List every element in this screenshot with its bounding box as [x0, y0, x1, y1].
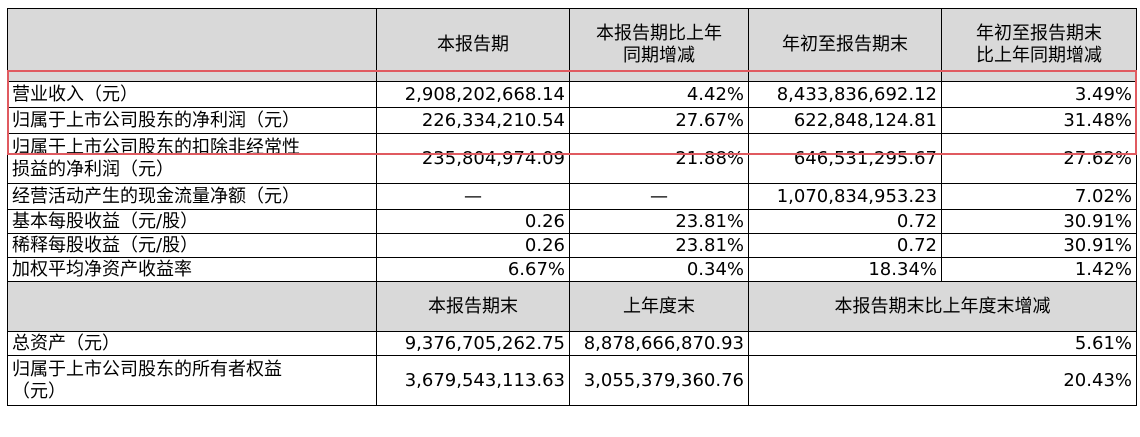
table-cell: 8,433,836,692.12 [748, 81, 942, 108]
table-cell: 0.34% [569, 257, 749, 282]
row-label: 基本每股收益（元/股） [7, 209, 377, 234]
header2-change: 本报告期末比上年度末增减 [748, 281, 1137, 332]
table-row: 稀释每股收益（元/股） 0.26 23.81% 0.72 30.91% [7, 233, 1137, 258]
row-label: 经营活动产生的现金流量净额（元） [7, 183, 377, 210]
table-cell: 27.62% [941, 133, 1137, 184]
row-label-line2: 损益的净利润（元） [12, 158, 174, 180]
table-row: 总资产（元） 9,376,705,262.75 8,878,666,870.93… [7, 331, 1137, 356]
table-cell: 2,908,202,668.14 [376, 81, 570, 108]
table-row: 营业收入（元） 2,908,202,668.14 4.42% 8,433,836… [7, 81, 1137, 108]
table-cell: 622,848,124.81 [748, 107, 942, 134]
table-cell: 1.42% [941, 257, 1137, 282]
table-cell-dash: — [569, 183, 749, 210]
table-cell: 31.48% [941, 107, 1137, 134]
header-year-to-date-yoy-line2: 比上年同期增减 [976, 45, 1102, 66]
table-cell: 235,804,974.09 [376, 133, 570, 184]
table-cell: 1,070,834,953.23 [748, 183, 942, 210]
financial-table-container: 本报告期 本报告期比上年 同期增减 年初至报告期末 年初至报告期末 比上年同期增减 … [7, 8, 1137, 406]
table-row: 归属于上市公司股东的净利润（元） 226,334,210.54 27.67% 6… [7, 107, 1137, 134]
table-cell: 8,878,666,870.93 [569, 331, 749, 356]
table-cell: 23.81% [569, 233, 749, 258]
header-current-period-yoy-line2: 同期增减 [623, 45, 695, 66]
table-cell: 30.91% [941, 233, 1137, 258]
table-row: 加权平均净资产收益率 6.67% 0.34% 18.34% 1.42% [7, 257, 1137, 282]
table-cell: 3.49% [941, 81, 1137, 108]
header-row-2: 本报告期末 上年度末 本报告期末比上年度末增减 [7, 281, 1137, 332]
table-cell: 30.91% [941, 209, 1137, 234]
table-cell: 226,334,210.54 [376, 107, 570, 134]
table-cell: 21.88% [569, 133, 749, 184]
table-cell: 4.42% [569, 81, 749, 108]
table-cell: 23.81% [569, 209, 749, 234]
table-cell: 20.43% [748, 355, 1137, 406]
row-label: 营业收入（元） [7, 81, 377, 108]
table-cell: 6.67% [376, 257, 570, 282]
table-cell: 0.26 [376, 209, 570, 234]
table-cell: 3,679,543,113.63 [376, 355, 570, 406]
header-current-period-yoy: 本报告期比上年 同期增减 [569, 8, 749, 82]
table-cell: 646,531,295.67 [748, 133, 942, 184]
header2-period-end: 本报告期末 [376, 281, 570, 332]
table-row: 归属于上市公司股东的所有者权益 （元） 3,679,543,113.63 3,05… [7, 355, 1137, 406]
table-cell: 0.26 [376, 233, 570, 258]
header-year-to-date: 年初至报告期末 [748, 8, 942, 82]
header-current-period-yoy-line1: 本报告期比上年 [596, 23, 722, 44]
header-row: 本报告期 本报告期比上年 同期增减 年初至报告期末 年初至报告期末 比上年同期增减 [7, 8, 1137, 82]
table-row: 基本每股收益（元/股） 0.26 23.81% 0.72 30.91% [7, 209, 1137, 234]
row-label: 归属于上市公司股东的扣除非经常性 损益的净利润（元） [7, 133, 377, 184]
row-label: 总资产（元） [7, 331, 377, 356]
table-row: 归属于上市公司股东的扣除非经常性 损益的净利润（元） 235,804,974.09… [7, 133, 1137, 184]
table-cell-dash: — [376, 183, 570, 210]
header2-blank-cell [7, 281, 377, 332]
table-cell: 18.34% [748, 257, 942, 282]
table-cell: 5.61% [748, 331, 1137, 356]
row-label: 加权平均净资产收益率 [7, 257, 377, 282]
row-label-line2: （元） [12, 380, 66, 402]
header-year-to-date-yoy-line1: 年初至报告期末 [976, 23, 1102, 44]
financial-summary-table: 本报告期 本报告期比上年 同期增减 年初至报告期末 年初至报告期末 比上年同期增减 … [7, 8, 1137, 406]
row-label: 归属于上市公司股东的所有者权益 （元） [7, 355, 377, 406]
table-cell: 7.02% [941, 183, 1137, 210]
header-current-period: 本报告期 [376, 8, 570, 82]
header-blank-cell [7, 8, 377, 82]
header2-prior-year-end: 上年度末 [569, 281, 749, 332]
table-cell: 27.67% [569, 107, 749, 134]
table-cell: 0.72 [748, 209, 942, 234]
table-cell: 0.72 [748, 233, 942, 258]
header-year-to-date-yoy: 年初至报告期末 比上年同期增减 [941, 8, 1137, 82]
row-label-line1: 归属于上市公司股东的所有者权益 [12, 358, 282, 380]
row-label-line1: 归属于上市公司股东的扣除非经常性 [12, 136, 300, 158]
table-cell: 3,055,379,360.76 [569, 355, 749, 406]
table-cell: 9,376,705,262.75 [376, 331, 570, 356]
table-row: 经营活动产生的现金流量净额（元） — — 1,070,834,953.23 7.… [7, 183, 1137, 210]
row-label: 稀释每股收益（元/股） [7, 233, 377, 258]
row-label: 归属于上市公司股东的净利润（元） [7, 107, 377, 134]
